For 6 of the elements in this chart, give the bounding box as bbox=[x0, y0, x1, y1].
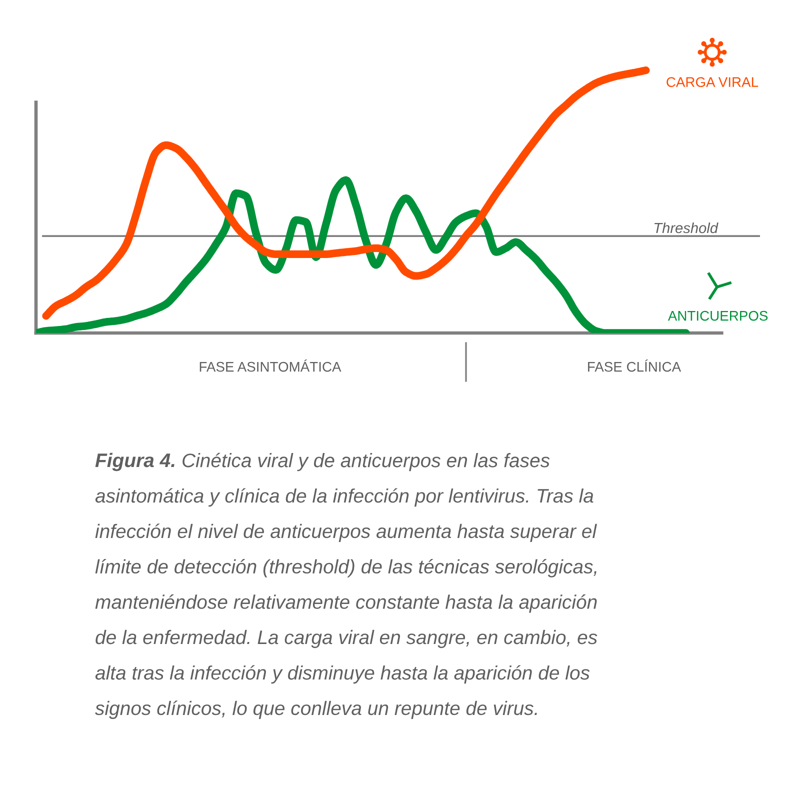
ref-line-label: Threshold bbox=[654, 222, 718, 234]
legend-label: ANTICUERPOS bbox=[668, 310, 768, 321]
text: FASE ASINTOMÁTICA bbox=[200, 360, 342, 372]
text: Figura 4. bbox=[95, 452, 174, 472]
text: FASE CLÍNICA bbox=[588, 360, 682, 372]
legend-label: CARGA VIRAL bbox=[666, 77, 758, 87]
